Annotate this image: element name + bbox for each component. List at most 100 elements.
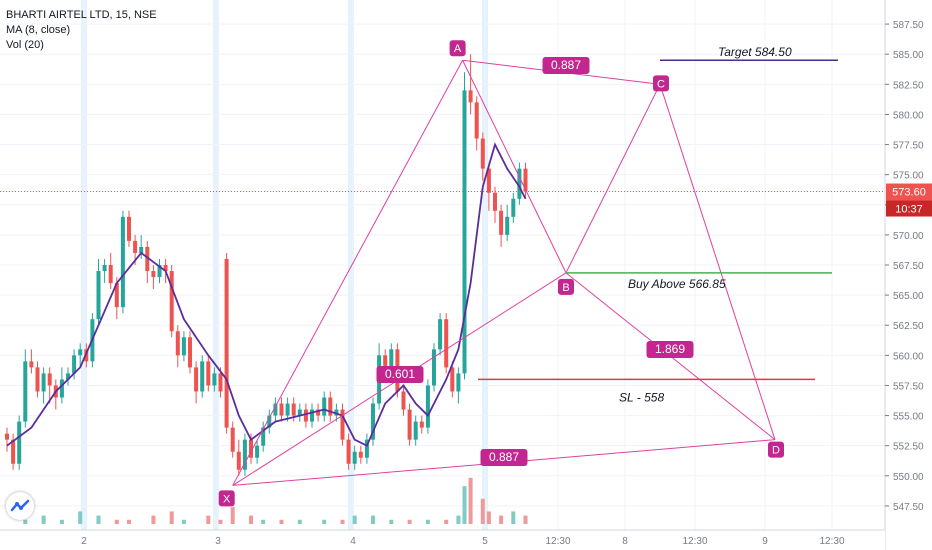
point-x-bg [218, 490, 235, 507]
volume-bar [218, 519, 223, 524]
candle-body [17, 421, 22, 464]
volume-bar [206, 515, 211, 524]
candle-body [249, 439, 253, 458]
volume-bar [297, 519, 302, 524]
candle-body [456, 373, 461, 392]
time-tick-label: 12:30 [819, 536, 844, 547]
candle [425, 379, 430, 434]
candle [310, 403, 314, 428]
candle-body [480, 138, 485, 169]
volume-bar [23, 519, 28, 524]
time-tick-label: 2 [81, 536, 87, 547]
candle-body [499, 210, 504, 235]
ratio-label-xd-bg [480, 449, 528, 466]
candle-body [242, 439, 247, 470]
candle-body [41, 373, 46, 392]
volume-bar [322, 519, 327, 524]
price-tick-label: 557.50 [893, 381, 924, 392]
candle-body [316, 409, 321, 416]
price-tick-label: 582.50 [893, 80, 924, 91]
candle [96, 258, 101, 326]
volume-bar [114, 519, 119, 524]
candle-body [505, 216, 510, 235]
volume-bar [444, 519, 449, 524]
price-tick-label: 547.50 [893, 502, 924, 513]
candle [322, 391, 327, 422]
candle [297, 403, 302, 422]
point-b-bg [558, 278, 574, 295]
candle [511, 192, 516, 223]
ratio-label-xb: 0.601 [385, 367, 415, 381]
candle-body [200, 361, 205, 392]
candle-body [468, 90, 473, 103]
candle-body [127, 216, 131, 241]
ma-line [6, 142, 527, 447]
candle-body [334, 409, 339, 416]
volume-bar [59, 519, 64, 524]
candle-body [212, 373, 217, 386]
ratio-label-ac-bg [542, 57, 590, 74]
candle [255, 439, 260, 464]
volume-bar [230, 507, 235, 524]
candle [505, 204, 510, 241]
candle-body [139, 246, 144, 253]
candle-body [328, 397, 333, 416]
candle [139, 234, 144, 259]
time-badge: 10:37 [895, 204, 923, 216]
point-label-c: C [657, 78, 665, 90]
candle-body [462, 90, 467, 374]
candle-body [66, 373, 70, 380]
sl-label: SL - 558 [619, 390, 664, 404]
candle-body [114, 283, 119, 308]
pattern-line-cd [659, 84, 776, 440]
tradingview-logo-icon[interactable] [6, 492, 34, 520]
candle-body [322, 397, 327, 416]
candle-body [407, 409, 412, 440]
candle-body [279, 403, 284, 416]
candle [181, 331, 186, 362]
candle-body [23, 361, 28, 422]
candle [432, 343, 436, 392]
volume-bar [169, 511, 174, 524]
legend-volume: Vol (20) [6, 39, 44, 51]
volume-bar [41, 515, 46, 524]
volume-bar [96, 515, 101, 524]
candle [517, 162, 522, 205]
candle [157, 258, 162, 284]
volume-bar [456, 515, 461, 524]
candle-body [352, 451, 357, 464]
candle [493, 186, 497, 223]
candle-body [102, 265, 107, 272]
candle [279, 397, 284, 422]
candle [303, 403, 308, 428]
volume-bar [480, 498, 485, 524]
candle [206, 355, 211, 392]
price-tick-label: 565.00 [893, 291, 924, 302]
candle [102, 258, 107, 284]
candle-body [59, 379, 64, 398]
candle-body [206, 361, 211, 386]
target-label: Target 584.50 [718, 45, 792, 59]
volume-bar [78, 511, 83, 524]
volume-bar [425, 519, 430, 524]
price-tick-label: 562.50 [893, 321, 924, 332]
volume-bar [523, 515, 528, 524]
candle [523, 162, 528, 199]
candle-body [188, 337, 192, 368]
price-tick-label: 577.50 [893, 141, 924, 152]
candle [334, 403, 339, 422]
point-label-b: B [562, 282, 569, 294]
volume-bar [499, 515, 504, 524]
candle-body [181, 337, 186, 356]
volume-bar [352, 515, 357, 524]
candle [346, 433, 351, 470]
candle [200, 355, 205, 398]
candle [169, 265, 174, 338]
price-tick-label: 550.00 [893, 472, 924, 483]
candle [480, 132, 485, 181]
candle [413, 415, 418, 446]
price-tick-label: 567.50 [893, 261, 924, 272]
candle-body [383, 355, 388, 368]
candle [78, 343, 83, 368]
